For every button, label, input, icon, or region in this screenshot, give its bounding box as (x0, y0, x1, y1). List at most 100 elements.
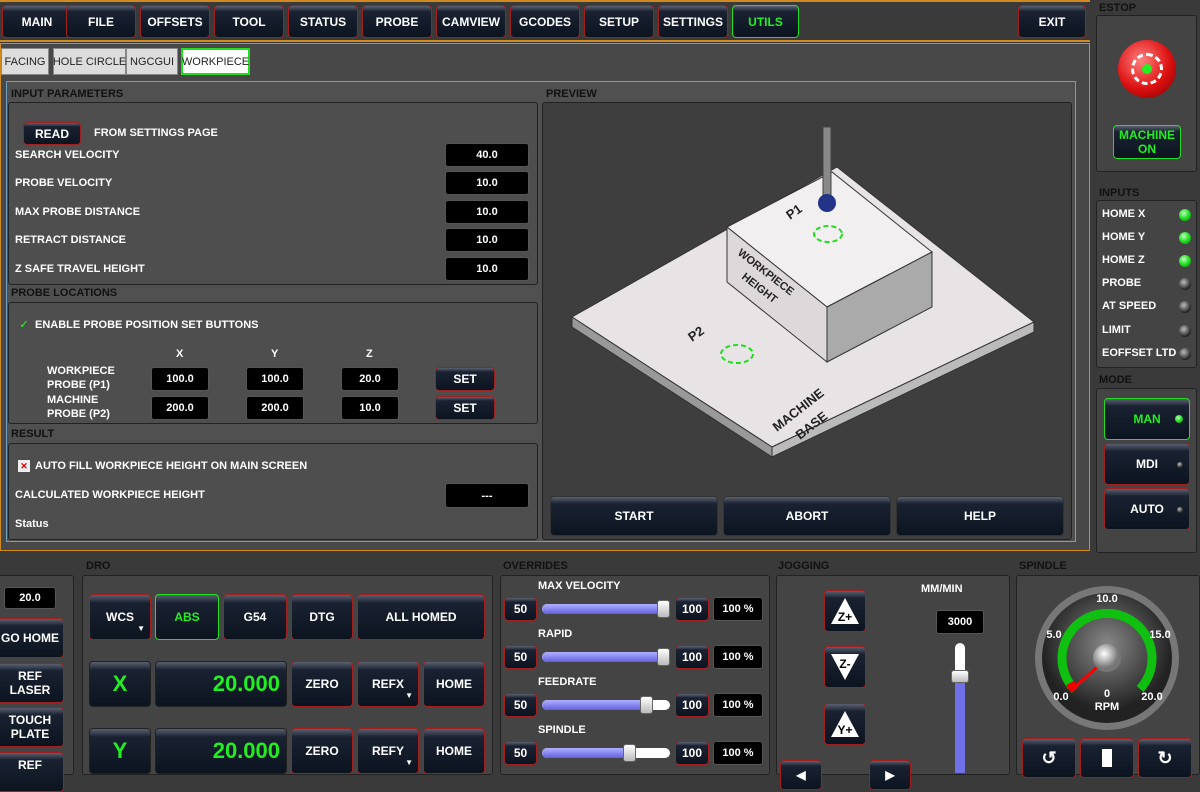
go-home-button[interactable]: GO HOME (0, 618, 64, 658)
rapid-max-button[interactable]: 100 (675, 645, 709, 669)
jog-z-plus-button[interactable]: Z+ (824, 590, 866, 632)
g54-button[interactable]: G54 (223, 594, 287, 640)
nav-tab-utils[interactable]: UTILS (732, 5, 799, 38)
quick-value[interactable]: 20.0 (4, 587, 56, 609)
spindle-cw-button[interactable]: ↻ (1138, 738, 1192, 778)
param-value-field[interactable]: 10.0 (445, 199, 529, 224)
rapid-min-button[interactable]: 50 (504, 645, 537, 669)
home-y-button[interactable]: HOME (423, 728, 485, 774)
slider-knob[interactable] (623, 744, 636, 762)
nav-tab-status[interactable]: STATUS (288, 5, 358, 38)
spindle-stop-button[interactable] (1080, 738, 1134, 778)
max-velocity-max-button[interactable]: 100 (675, 597, 709, 621)
gauge-tick-20: 20.0 (1141, 691, 1162, 703)
mode-title: MODE (1099, 374, 1132, 386)
workpiece-diagram: P1 P2 WORKPIECE HEIGHT MACHINE BASE (571, 126, 1035, 458)
axis-y-value[interactable]: 20.000 (155, 728, 287, 774)
param-value-field[interactable]: 10.0 (445, 256, 529, 281)
nav-tab-settings[interactable]: SETTINGS (658, 5, 728, 38)
enable-probe-checkbox[interactable]: ✓ (19, 319, 29, 331)
probe-p2-z-field[interactable]: 10.0 (341, 396, 399, 420)
jog-slider-knob[interactable] (951, 670, 969, 683)
nav-tab-main[interactable]: MAIN (2, 5, 72, 38)
jog-y-plus-button[interactable]: Y+ (824, 703, 866, 745)
axis-y-label[interactable]: Y (89, 728, 151, 774)
nav-tab-gcodes[interactable]: GCODES (510, 5, 580, 38)
mode-auto-button[interactable]: AUTO (1104, 488, 1190, 530)
spindle-ccw-button[interactable]: ↺ (1022, 738, 1076, 778)
param-value-field[interactable]: 10.0 (445, 171, 529, 196)
estop-ring-icon (1131, 53, 1163, 85)
param-label: MAX PROBE DISTANCE (15, 205, 141, 218)
home-x-button[interactable]: HOME (423, 661, 485, 707)
set-p2-button[interactable]: SET (435, 396, 495, 420)
nav-tab-file[interactable]: FILE (66, 5, 136, 38)
feedrate-min-button[interactable]: 50 (504, 693, 537, 717)
zero-y-button[interactable]: ZERO (291, 728, 353, 774)
jog-rate-slider[interactable] (951, 643, 969, 773)
ref-y-button[interactable]: REFY ▼ (357, 728, 419, 774)
mode-man-button[interactable]: MAN (1104, 398, 1190, 440)
probe-row-label-line1: MACHINE (47, 394, 99, 406)
jog-rate-value[interactable]: 3000 (936, 610, 984, 634)
jog-x-plus-button[interactable]: ▶ (869, 760, 911, 790)
subtab-facing[interactable]: FACING (1, 48, 49, 75)
jog-z-minus-button[interactable]: Z- (824, 646, 866, 688)
autofill-checkbox[interactable]: ✕ (18, 460, 30, 472)
wcs-button[interactable]: WCS ▼ (89, 594, 151, 640)
slider-fill (542, 748, 629, 758)
max-velocity-min-button[interactable]: 50 (504, 597, 537, 621)
set-p1-button[interactable]: SET (435, 367, 495, 391)
probe-row-label: WORKPIECE PROBE (P1) (47, 364, 115, 392)
probe-p2-x-field[interactable]: 200.0 (151, 396, 209, 420)
param-value-field[interactable]: 40.0 (445, 143, 529, 167)
nav-tab-offsets[interactable]: OFFSETS (140, 5, 210, 38)
axis-x-label[interactable]: X (89, 661, 151, 707)
estop-button[interactable] (1118, 40, 1176, 98)
touch-plate-button[interactable]: TOUCH PLATE (0, 707, 64, 747)
max-velocity-slider[interactable] (542, 600, 670, 618)
slider-knob[interactable] (657, 648, 670, 666)
exit-button[interactable]: EXIT (1018, 5, 1086, 38)
probe-p2-y-field[interactable]: 200.0 (246, 396, 304, 420)
subtab-hole-circle[interactable]: HOLE CIRCLE (53, 48, 126, 75)
inputs-title: INPUTS (1099, 187, 1140, 199)
abs-button[interactable]: ABS (155, 594, 219, 640)
probe-p1-y-field[interactable]: 100.0 (246, 367, 304, 391)
gauge-hub (1093, 644, 1121, 672)
feedrate-slider[interactable] (542, 696, 670, 714)
slider-knob[interactable] (640, 696, 653, 714)
subtab-workpiece[interactable]: WORKPIECE (181, 48, 250, 75)
subtab-ngcgui[interactable]: NGCGUI (126, 48, 178, 75)
param-value-field[interactable]: 10.0 (445, 228, 529, 253)
read-button[interactable]: READ (23, 122, 81, 145)
mode-mdi-button[interactable]: MDI (1104, 443, 1190, 485)
rapid-slider[interactable] (542, 648, 670, 666)
spindle-max-button[interactable]: 100 (675, 741, 709, 765)
enable-probe-label: ENABLE PROBE POSITION SET BUTTONS (35, 319, 259, 331)
all-homed-button[interactable]: ALL HOMED (357, 594, 485, 640)
start-button[interactable]: START (550, 496, 718, 536)
ref-x-button[interactable]: REFX ▼ (357, 661, 419, 707)
ref-laser-button[interactable]: REF LASER (0, 663, 64, 703)
dtg-button[interactable]: DTG (291, 594, 353, 640)
feedrate-max-button[interactable]: 100 (675, 693, 709, 717)
ref-button[interactable]: REF (0, 752, 64, 792)
gauge-tick-5: 5.0 (1046, 629, 1061, 641)
help-button[interactable]: HELP (896, 496, 1064, 536)
nav-tab-camview[interactable]: CAMVIEW (436, 5, 506, 38)
abort-button[interactable]: ABORT (723, 496, 891, 536)
nav-tab-probe[interactable]: PROBE (362, 5, 432, 38)
slider-knob[interactable] (657, 600, 670, 618)
probe-p1-z-field[interactable]: 20.0 (341, 367, 399, 391)
preview-title: PREVIEW (546, 88, 597, 100)
nav-tab-setup[interactable]: SETUP (584, 5, 654, 38)
spindle-min-button[interactable]: 50 (504, 741, 537, 765)
zero-x-button[interactable]: ZERO (291, 661, 353, 707)
jog-x-minus-button[interactable]: ◀ (780, 760, 822, 790)
spindle-slider[interactable] (542, 744, 670, 762)
axis-x-value[interactable]: 20.000 (155, 661, 287, 707)
machine-on-button[interactable]: MACHINE ON (1113, 125, 1181, 159)
nav-tab-tool[interactable]: TOOL (214, 5, 284, 38)
probe-p1-x-field[interactable]: 100.0 (151, 367, 209, 391)
